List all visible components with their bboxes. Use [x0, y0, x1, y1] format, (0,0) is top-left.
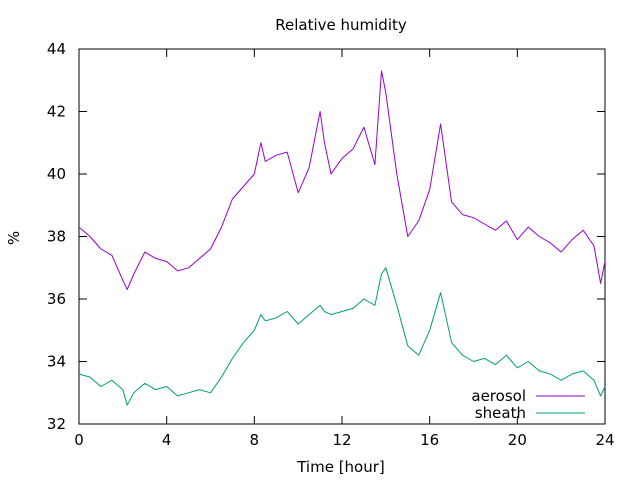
legend-label-aerosol: aerosol — [471, 387, 526, 405]
chart-title: Relative humidity — [275, 16, 407, 34]
plot-frame — [78, 48, 606, 425]
legend: aerosol sheath — [471, 387, 585, 422]
y-tick-label: 34 — [47, 353, 66, 371]
y-axis-label: % — [5, 231, 23, 245]
y-tick-label: 38 — [47, 228, 66, 246]
series-line-sheath — [78, 267, 606, 406]
series-layer — [78, 70, 606, 406]
series-line-aerosol — [78, 70, 606, 291]
axis-ticks: 0 4 8 12 16 20 24 32 34 36 38 40 42 44 — [47, 40, 615, 449]
y-tick-label: 32 — [47, 415, 66, 433]
x-tick-label: 8 — [250, 431, 260, 449]
y-tick-label: 42 — [47, 103, 66, 121]
x-tick-label: 4 — [162, 431, 172, 449]
y-tick-label: 44 — [47, 40, 66, 58]
x-tick-label: 12 — [332, 431, 351, 449]
x-axis-label: Time [hour] — [296, 458, 385, 476]
x-tick-label: 24 — [595, 431, 614, 449]
x-tick-label: 20 — [508, 431, 527, 449]
legend-label-sheath: sheath — [475, 404, 526, 422]
x-tick-label: 0 — [74, 431, 84, 449]
x-tick-label: 16 — [420, 431, 439, 449]
y-tick-label: 36 — [47, 290, 66, 308]
y-tick-label: 40 — [47, 165, 66, 183]
